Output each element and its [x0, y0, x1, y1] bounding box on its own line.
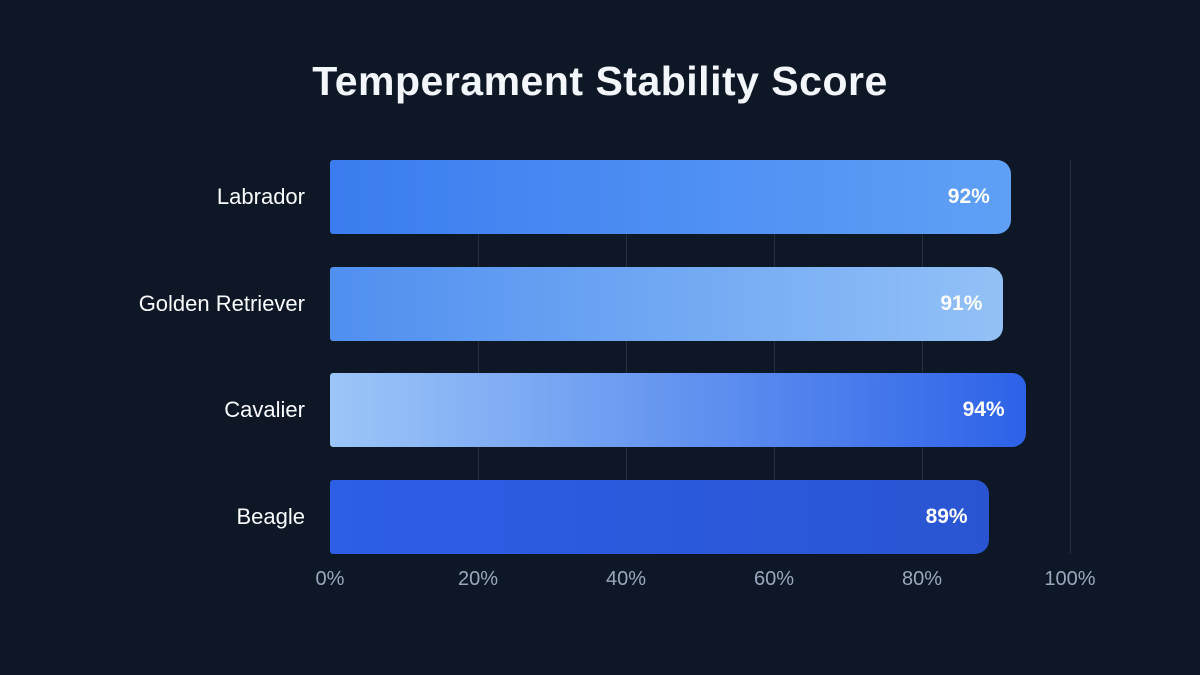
x-tick-20: 20% [457, 568, 499, 590]
bar-track: 94% [330, 373, 1070, 448]
category-label: Beagle [236, 503, 305, 529]
x-tick-80: 80% [901, 568, 943, 590]
x-tick-100: 100% [1044, 568, 1096, 590]
category-label: Labrador [216, 184, 305, 209]
gridline-100% [1070, 160, 1071, 554]
plot-area [330, 160, 1071, 554]
gridline-20% [478, 160, 479, 554]
bar-value-label: 92% [947, 185, 990, 208]
bar-golden-retriever: 91% [330, 266, 1004, 341]
bar-row-labrador: Labrador 92% [110, 160, 1070, 234]
gridline-60% [774, 160, 775, 554]
gridline-40% [626, 160, 627, 554]
category-label: Cavalier [224, 397, 305, 423]
bar-track: 92% [330, 160, 1070, 234]
bar-track: 91% [330, 266, 1070, 341]
x-tick-0: 0% [315, 568, 345, 590]
bar-track: 89% [330, 479, 1070, 554]
bar-value-label: 89% [925, 504, 968, 528]
chart-title: Temperament Stability Score [312, 58, 888, 104]
x-tick-60: 60% [753, 568, 795, 590]
category-label: Golden Retriever [138, 290, 305, 316]
x-axis: 0% 20% 40% 60% 80% 100% [316, 568, 1096, 598]
bar-row-cavalier: Cavalier 94% [110, 373, 1070, 448]
x-tick-40: 40% [605, 568, 647, 590]
bar-value-label: 91% [940, 291, 983, 315]
bar-row-beagle: Beagle 89% [110, 479, 1070, 554]
bar-labrador: 92% [330, 160, 1011, 234]
bar-value-label: 94% [962, 398, 1005, 422]
bar-cavalier: 94% [330, 373, 1026, 448]
gridline-80% [922, 160, 923, 554]
bar-rows: Labrador 92% Golden Retriever 91% Cavali… [110, 160, 1070, 554]
bar-row-golden-retriever: Golden Retriever 91% [110, 266, 1070, 341]
bar-beagle: 89% [330, 479, 989, 554]
